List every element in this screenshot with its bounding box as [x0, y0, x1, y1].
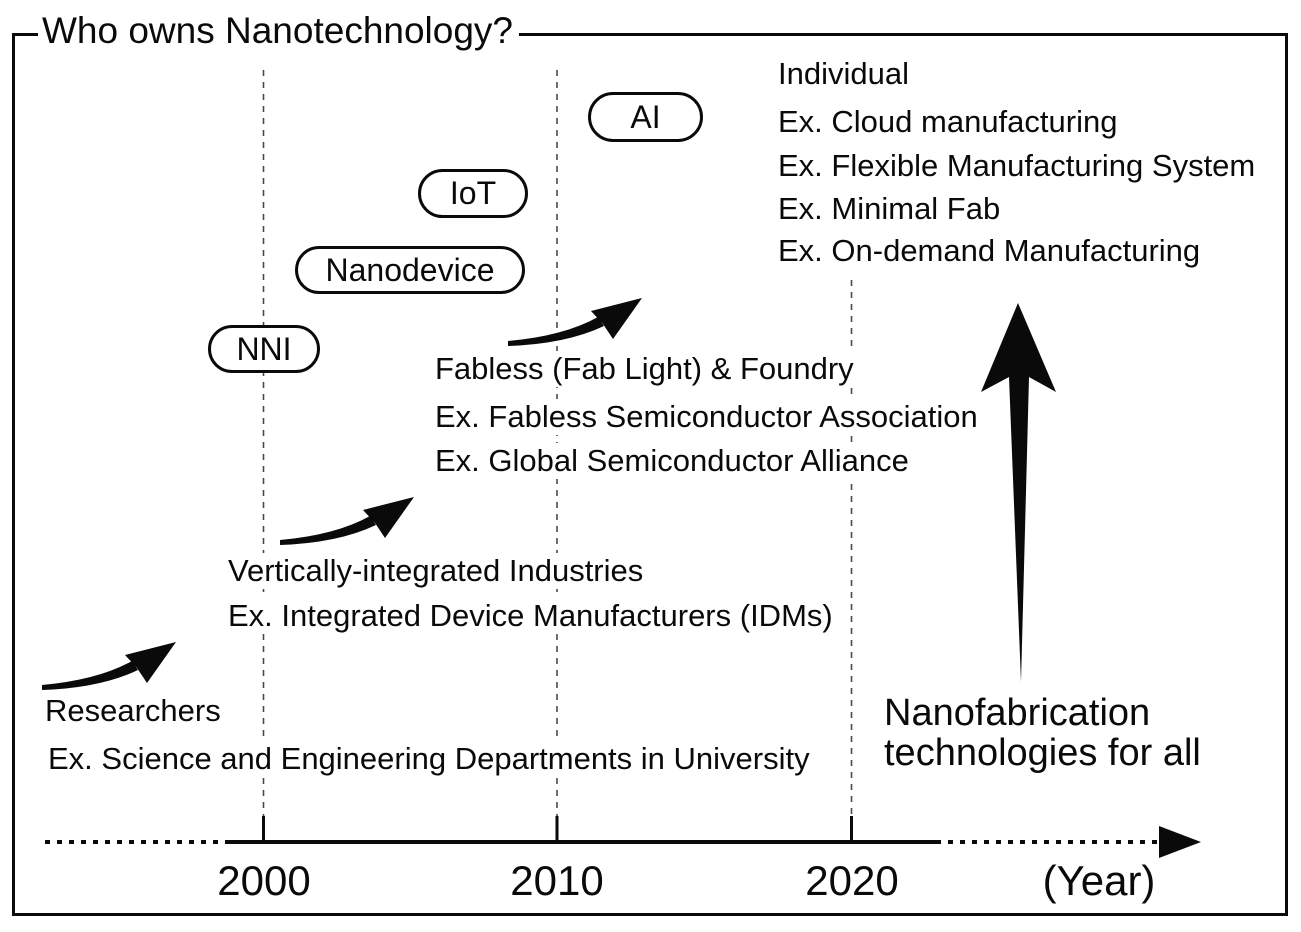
upward-trend-arrow-icon [981, 303, 1056, 682]
era-fabless-example-2: Ex. Global Semiconductor Alliance [435, 443, 909, 479]
frame-border-right [1285, 33, 1288, 916]
frame-border-left [12, 33, 15, 916]
axis-arrowhead-icon [1159, 826, 1201, 858]
year-label-2000: 2000 [217, 857, 311, 904]
era-fabless-title: Fabless (Fab Light) & Foundry [435, 351, 854, 387]
era-fabless-example-1: Ex. Fabless Semiconductor Association [435, 399, 978, 435]
conclusion-line-1: Nanofabrication [884, 692, 1151, 734]
era-vertical-example: Ex. Integrated Device Manufacturers (IDM… [228, 598, 833, 634]
frame-border-top-left-stub [12, 33, 38, 36]
era-vertical-title: Vertically-integrated Industries [228, 553, 644, 589]
milestone-label-iot: IoT [449, 175, 497, 211]
frame-border-bottom [12, 913, 1288, 916]
milestone-label-nanodevice: Nanodevice [325, 251, 495, 288]
growth-arrow-icon-vertical [280, 497, 414, 545]
era-individual-title: Individual [778, 56, 909, 92]
era-researchers-example: Ex. Science and Engineering Departments … [48, 741, 810, 777]
conclusion-line-2: technologies for all [884, 732, 1201, 774]
milestone-pill-iot: IoT [418, 169, 528, 218]
year-label-2020: 2020 [805, 857, 899, 904]
figure-title: Who owns Nanotechnology? [42, 10, 520, 52]
axis-unit-label: (Year) [1042, 857, 1156, 904]
era-researchers-title: Researchers [45, 693, 221, 729]
era-individual-example-4: Ex. On-demand Manufacturing [778, 233, 1201, 269]
timeline-axis [45, 816, 1201, 858]
frame-border-top [508, 33, 1288, 36]
growth-arrow-icon-fabless [508, 298, 642, 346]
era-individual-example-2: Ex. Flexible Manufacturing System [778, 148, 1256, 184]
milestone-label-ai: AI [630, 98, 661, 135]
era-individual-example-1: Ex. Cloud manufacturing [778, 104, 1118, 140]
year-label-2010: 2010 [510, 857, 604, 904]
milestone-pill-ai: AI [588, 92, 703, 142]
milestone-pill-nni: NNI [208, 325, 320, 373]
milestone-pill-nanodevice: Nanodevice [295, 246, 525, 294]
era-individual-example-3: Ex. Minimal Fab [778, 191, 1001, 227]
milestone-label-nni: NNI [236, 330, 292, 367]
growth-arrow-icon-researchers [42, 642, 176, 690]
